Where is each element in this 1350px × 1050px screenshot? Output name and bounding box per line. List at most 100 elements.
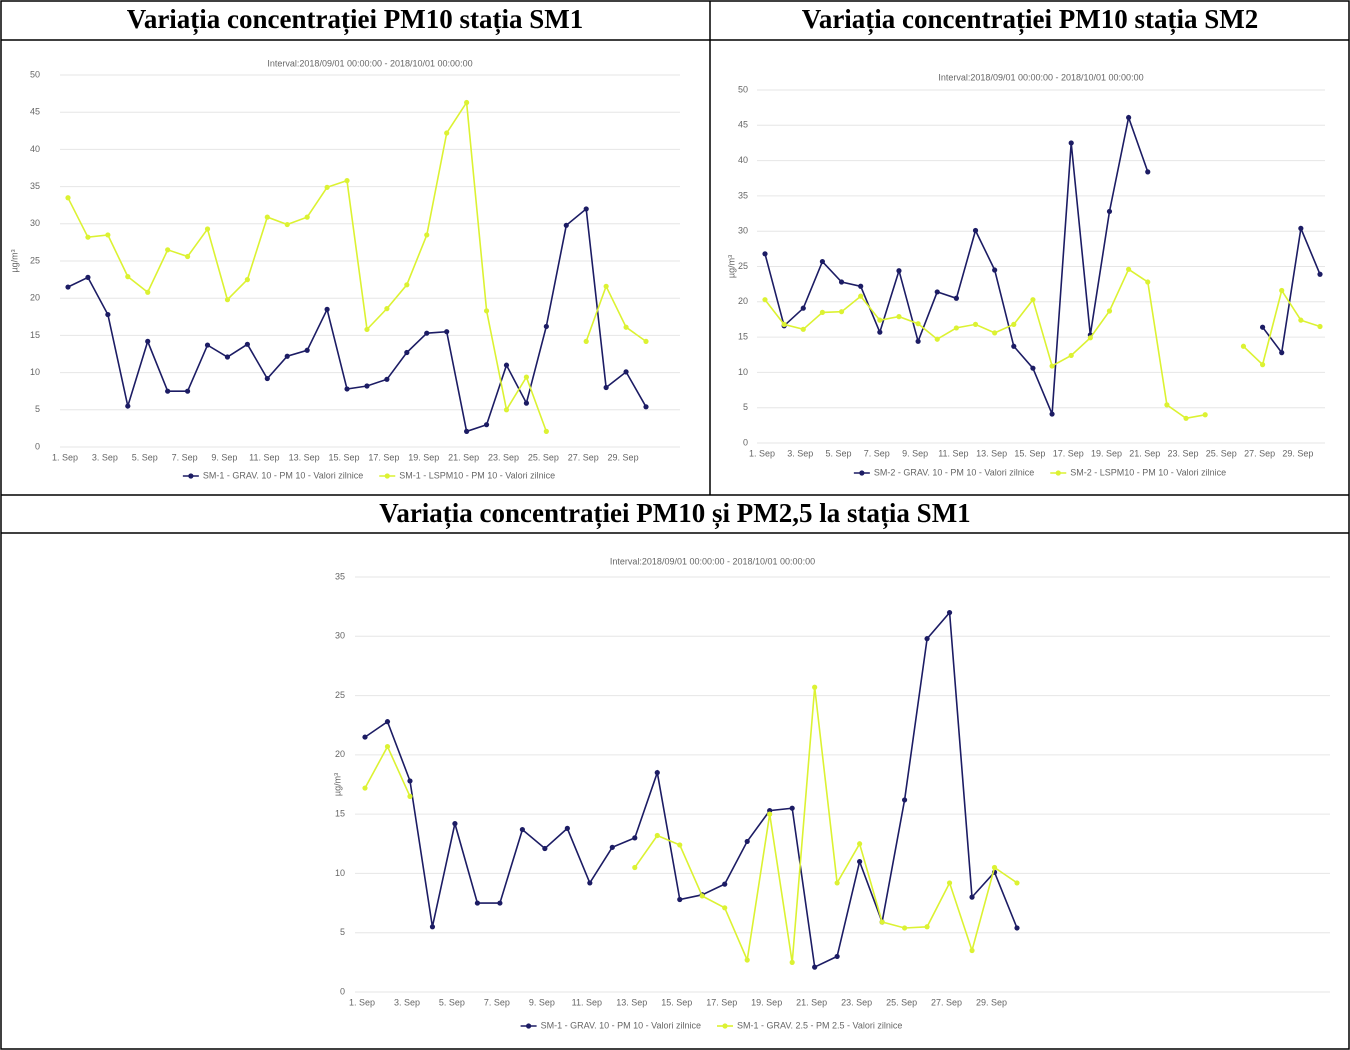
data-point (877, 317, 883, 323)
data-point (204, 342, 211, 348)
data-point (424, 232, 430, 238)
data-point (879, 919, 885, 925)
data-point (1011, 321, 1017, 327)
data-point (543, 428, 549, 434)
series-line (364, 687, 1018, 963)
data-point (1202, 412, 1208, 418)
data-point (563, 222, 569, 228)
data-point (623, 324, 629, 330)
data-point (924, 636, 930, 642)
data-point (992, 267, 998, 273)
x-tick-label: 15. Sep (1014, 448, 1045, 458)
y-tick-label: 15 (738, 331, 748, 341)
y-axis-label: µg/m³ (332, 773, 342, 796)
data-point (424, 330, 430, 336)
data-point (789, 805, 795, 811)
data-point (857, 858, 863, 865)
data-point (344, 386, 350, 392)
data-point (1145, 279, 1151, 285)
legend-marker (188, 473, 194, 479)
x-tick-label: 27. Sep (931, 997, 962, 1007)
data-point (483, 308, 490, 314)
data-point (877, 329, 883, 335)
data-point (503, 362, 510, 368)
y-tick-label: 35 (30, 181, 40, 191)
data-point (643, 404, 649, 410)
data-point (384, 306, 390, 312)
data-point (1106, 208, 1113, 215)
x-tick-label: 21. Sep (1129, 448, 1160, 458)
y-tick-label: 50 (30, 69, 40, 79)
data-point (407, 793, 413, 799)
y-tick-label: 5 (35, 404, 40, 414)
series-line (764, 268, 1321, 420)
data-point (65, 284, 71, 290)
y-tick-label: 35 (738, 190, 748, 200)
x-tick-label: 13. Sep (616, 997, 647, 1007)
y-tick-label: 30 (335, 631, 345, 641)
x-tick-label: 29. Sep (608, 452, 639, 462)
data-point (915, 338, 921, 344)
data-point (204, 226, 211, 232)
data-point (819, 309, 826, 315)
chart-subtitle: Interval:2018/09/01 00:00:00 - 2018/10/0… (938, 72, 1143, 82)
data-point (384, 719, 391, 725)
data-point (362, 785, 368, 791)
legend-label: SM-1 - LSPM10 - PM 10 - Valori zilnice (399, 470, 555, 480)
data-point (85, 274, 91, 280)
data-point (934, 289, 940, 295)
series-line (364, 610, 1018, 969)
y-tick-label: 0 (35, 441, 40, 451)
data-point (969, 947, 975, 954)
x-tick-label: 3. Sep (92, 452, 118, 462)
data-point (1183, 415, 1189, 421)
data-point (523, 400, 530, 406)
data-point (364, 326, 370, 333)
data-point (834, 880, 840, 886)
data-point (992, 330, 998, 336)
x-tick-label: 11. Sep (249, 452, 279, 462)
data-point (184, 253, 191, 260)
data-point (632, 835, 638, 841)
data-point (654, 832, 660, 839)
data-point (834, 953, 840, 960)
series-line (67, 100, 647, 432)
data-point (523, 374, 530, 380)
x-tick-label: 19. Sep (408, 452, 439, 462)
data-point (324, 184, 330, 190)
x-tick-label: 3. Sep (787, 448, 813, 458)
data-point (603, 283, 609, 289)
legend-marker (1055, 470, 1061, 476)
series-line (67, 207, 647, 433)
x-tick-label: 9. Sep (902, 448, 928, 458)
data-point (284, 221, 290, 228)
data-point (654, 770, 660, 776)
y-tick-label: 40 (738, 155, 748, 165)
x-tick-label: 25. Sep (1206, 448, 1237, 458)
x-tick-label: 25. Sep (886, 997, 917, 1007)
x-tick-label: 19. Sep (1091, 448, 1122, 458)
y-tick-label: 20 (30, 293, 40, 303)
data-point (284, 353, 290, 359)
y-axis-label: µg/m³ (726, 255, 736, 278)
data-point (264, 214, 270, 220)
legend-label: SM-2 - LSPM10 - PM 10 - Valori zilnice (1070, 467, 1226, 477)
data-point (838, 279, 845, 285)
x-tick-label: 3. Sep (394, 997, 420, 1007)
data-point (800, 305, 806, 311)
data-point (901, 925, 908, 931)
y-tick-label: 25 (335, 690, 345, 700)
y-tick-label: 50 (738, 84, 748, 94)
x-tick-label: 7. Sep (864, 448, 890, 458)
data-point (125, 274, 131, 280)
y-tick-label: 10 (30, 367, 40, 377)
data-point (858, 283, 864, 289)
data-point (165, 388, 171, 394)
x-tick-label: 1. Sep (349, 997, 375, 1007)
data-point (474, 900, 481, 906)
data-point (896, 268, 902, 274)
data-point (812, 684, 818, 690)
x-tick-label: 9. Sep (529, 997, 555, 1007)
y-tick-label: 20 (335, 749, 345, 759)
data-point (609, 844, 615, 850)
